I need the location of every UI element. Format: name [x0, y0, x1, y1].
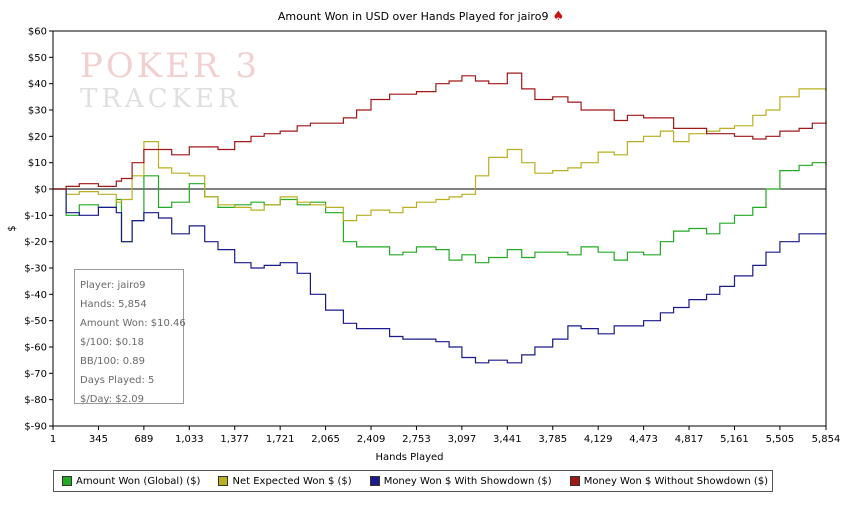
y-tick-label: $0: [34, 185, 47, 196]
x-tick-label: 3,097: [448, 434, 477, 445]
y-tick-label: $-70: [24, 369, 47, 380]
chart-legend: Amount Won (Global) ($) Net Expected Won…: [53, 470, 773, 492]
x-tick-label: 2,065: [311, 434, 340, 445]
y-tick-label: $20: [28, 132, 47, 143]
stat-dollars-per-100: $/100: $0.18: [80, 337, 144, 348]
legend-swatch-yellow: [218, 476, 229, 486]
x-tick-label: 5,854: [812, 434, 841, 445]
x-tick-label: 4,817: [675, 434, 704, 445]
stat-dollars-per-day: $/Day: $2.09: [80, 394, 144, 405]
legend-swatch-blue: [369, 476, 380, 486]
y-tick-label: $-80: [24, 395, 47, 406]
stat-hands: Hands: 5,854: [80, 299, 147, 310]
x-tick-label: 2,409: [357, 434, 386, 445]
legend-item-net-expected[interactable]: Net Expected Won $ ($): [218, 475, 352, 487]
x-tick-label: 3,785: [538, 434, 567, 445]
x-tick-label: 5,505: [766, 434, 795, 445]
x-axis-title: Hands Played: [375, 452, 443, 463]
x-tick-label: 1,033: [175, 434, 204, 445]
x-tick-label: 1: [50, 434, 56, 445]
legend-label: Money Won $ With Showdown ($): [383, 475, 552, 487]
y-tick-label: $40: [28, 79, 47, 90]
series-line-0: [53, 162, 827, 264]
spade-icon: ♠: [552, 9, 565, 24]
y-tick-label: $-90: [24, 422, 47, 433]
series-line-3: [53, 72, 827, 190]
y-axis-title: $: [7, 225, 18, 231]
x-tick-label: 2,753: [402, 434, 431, 445]
x-tick-label: 1,721: [266, 434, 295, 445]
legend-item-without-showdown[interactable]: Money Won $ Without Showdown ($): [569, 475, 769, 487]
stat-player: Player: jairo9: [80, 280, 146, 291]
legend-label: Money Won $ Without Showdown ($): [583, 475, 769, 487]
y-tick-label: $60: [28, 27, 47, 38]
y-tick-label: $-40: [24, 290, 47, 301]
legend-label: Net Expected Won $ ($): [232, 475, 352, 487]
stat-days-played: Days Played: 5: [80, 375, 155, 386]
x-tick-label: 345: [89, 434, 108, 445]
y-tick-label: $50: [28, 53, 47, 64]
x-tick-label: 5,161: [720, 434, 749, 445]
x-tick-label: 4,129: [584, 434, 613, 445]
x-tick-label: 3,441: [493, 434, 522, 445]
y-tick-label: $-20: [24, 237, 47, 248]
y-tick-label: $-10: [24, 211, 47, 222]
x-tick-label: 4,473: [629, 434, 658, 445]
legend-label: Amount Won (Global) ($): [76, 475, 201, 487]
plot-frame-border: [52, 30, 827, 427]
legend-item-amount-won[interactable]: Amount Won (Global) ($): [62, 476, 200, 487]
legend-swatch-green: [62, 476, 72, 486]
y-tick-label: $-60: [24, 343, 47, 354]
y-tick-label: $10: [28, 158, 47, 169]
x-tick-label: 1,377: [220, 434, 249, 445]
chart-title-text: Amount Won in USD over Hands Played for …: [277, 10, 549, 23]
stat-bb-per-100: BB/100: 0.89: [80, 356, 145, 367]
series-line-2: [53, 188, 826, 364]
player-stats-box: Player: jairo9 Hands: 5,854 Amount Won: …: [74, 269, 186, 405]
chart-title: Amount Won in USD over Hands Played for …: [0, 9, 842, 24]
series-line-1: [53, 88, 827, 222]
y-tick-label: $-50: [24, 316, 47, 327]
y-tick-label: $30: [28, 106, 47, 117]
x-tick-label: 689: [134, 434, 153, 445]
legend-item-with-showdown[interactable]: Money Won $ With Showdown ($): [369, 475, 552, 487]
stat-amount-won: Amount Won: $10.46: [80, 318, 186, 329]
legend-swatch-red: [569, 476, 580, 486]
y-tick-label: $-30: [24, 264, 47, 275]
